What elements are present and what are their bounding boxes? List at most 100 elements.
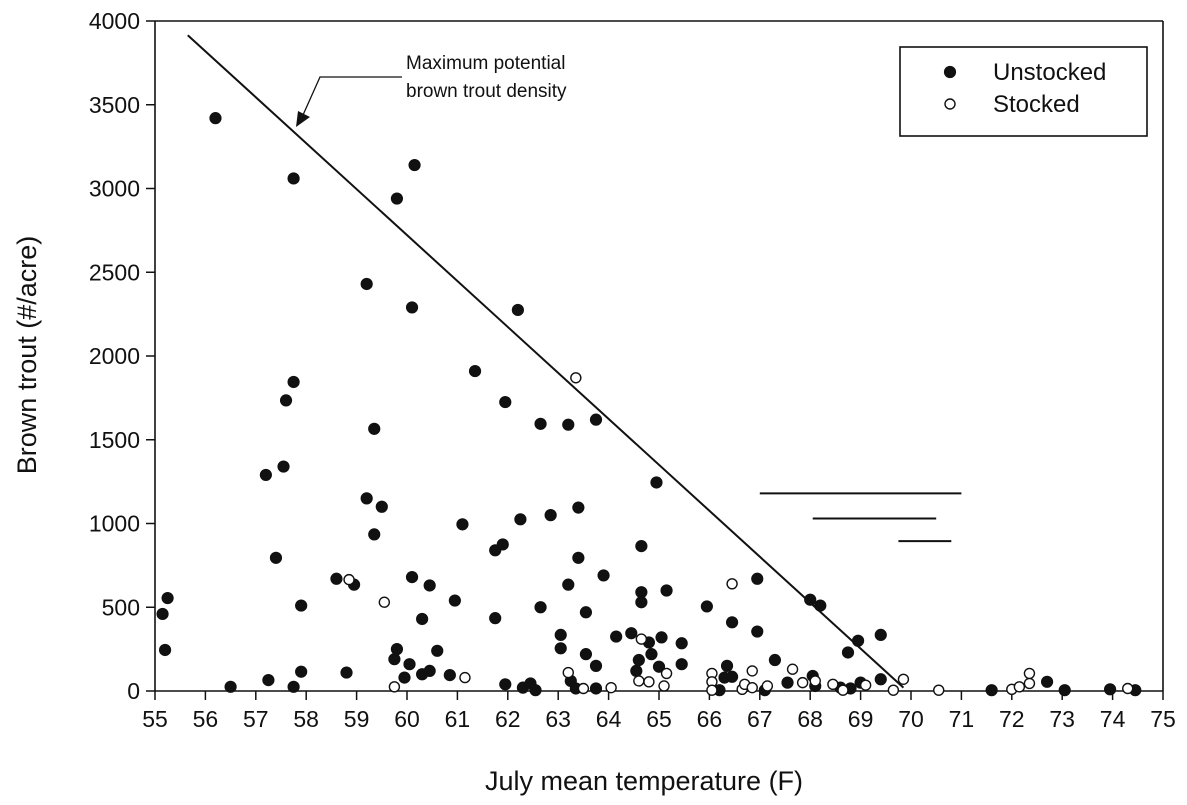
stocked-point — [643, 676, 655, 688]
stocked-point — [1013, 681, 1026, 693]
x-tick-label: 64 — [596, 706, 622, 732]
unstocked-point — [589, 659, 603, 672]
unstocked-point — [330, 572, 343, 585]
y-tick-label: 500 — [102, 594, 140, 620]
stocked-point — [796, 676, 809, 689]
unstocked-point — [1103, 683, 1117, 696]
unstocked-point — [635, 586, 648, 599]
y-tick-label: 2500 — [89, 259, 140, 285]
stocked-point — [809, 675, 821, 687]
y-axis-label: Brown trout (#/acre) — [12, 236, 42, 475]
legend-label-stocked: Stocked — [993, 91, 1080, 118]
unstocked-point — [589, 682, 603, 695]
unstocked-point — [534, 601, 547, 614]
stocked-point — [1023, 677, 1036, 690]
unstocked-point — [448, 594, 461, 607]
stocked-point — [660, 667, 673, 680]
legend-label-unstocked: Unstocked — [993, 59, 1106, 86]
max-density-line — [187, 34, 905, 689]
unstocked-point — [562, 578, 575, 591]
unstocked-point — [416, 612, 429, 626]
unstocked-point — [751, 625, 764, 638]
unstocked-point — [874, 628, 887, 641]
x-tick-label: 70 — [898, 706, 924, 732]
unstocked-point — [725, 616, 739, 629]
stocked-point — [859, 679, 872, 691]
unstocked-point — [456, 518, 469, 531]
stocked-point — [570, 372, 582, 384]
unstocked-point — [635, 596, 648, 609]
unstocked-point — [262, 674, 275, 687]
unstocked-point — [630, 664, 643, 678]
unstocked-point — [1040, 675, 1054, 688]
unstocked-point — [655, 631, 668, 644]
unstocked-point — [579, 648, 593, 661]
unstocked-point — [632, 653, 645, 667]
x-tick-label: 66 — [697, 706, 723, 732]
stocked-point — [459, 671, 471, 684]
unstocked-point — [851, 634, 865, 647]
unstocked-point — [650, 476, 663, 489]
x-tick-label: 61 — [445, 706, 471, 732]
legend: Unstocked Stocked — [899, 46, 1148, 137]
stocked-point — [726, 578, 738, 590]
unstocked-point — [499, 395, 512, 409]
stocked-point — [633, 675, 645, 687]
stocked-point — [658, 680, 670, 692]
unstocked-point — [340, 666, 353, 679]
unstocked-point — [781, 676, 794, 689]
stocked-point — [746, 665, 758, 677]
unstocked-point — [390, 192, 404, 205]
unstocked-point — [295, 599, 308, 612]
x-tick-label: 69 — [848, 706, 874, 732]
unstocked-point — [675, 658, 688, 671]
annotation-arrowhead — [296, 111, 310, 127]
stocked-point — [343, 573, 355, 586]
unstocked-point — [652, 660, 666, 673]
unstocked-point — [224, 680, 237, 693]
stocked-point — [837, 684, 849, 696]
annotation-leader-line — [302, 76, 402, 116]
unstocked-point — [511, 303, 524, 317]
unstocked-point — [408, 158, 421, 172]
stocked-point — [635, 633, 648, 645]
y-tick-label: 1500 — [89, 427, 140, 453]
unstocked-point — [496, 538, 509, 551]
unstocked-point — [1058, 684, 1071, 697]
stocked-point — [1023, 667, 1036, 680]
unstocked-point — [589, 413, 603, 426]
unstocked-point — [499, 678, 512, 691]
stocked-point — [577, 682, 590, 695]
unstocked-point — [423, 579, 436, 592]
unstocked-point — [279, 394, 293, 407]
unstocked-point — [398, 671, 411, 684]
unstocked-point — [534, 417, 547, 430]
unstocked-point — [804, 593, 817, 606]
reference-line-annotation: Maximum potential brown trout density — [406, 53, 567, 102]
reference-line-label-2: brown trout density — [406, 81, 567, 102]
x-axis-label: July mean temperature (F) — [485, 766, 803, 796]
unstocked-point — [489, 612, 502, 625]
unstocked-point — [562, 418, 575, 431]
unstocked-point — [675, 637, 688, 650]
unstocked-point — [554, 628, 567, 641]
x-tick-label: 67 — [747, 706, 773, 732]
unstocked-point — [579, 606, 593, 619]
unstocked-point — [287, 680, 300, 693]
unstocked-point — [572, 551, 585, 564]
unstocked-point — [443, 668, 456, 682]
unstocked-point — [554, 642, 567, 655]
unstocked-point — [161, 591, 174, 605]
x-tick-label: 56 — [193, 706, 219, 732]
unstocked-point — [725, 670, 739, 683]
unstocked-point — [368, 422, 381, 435]
unstocked-point — [514, 513, 527, 526]
unstocked-point — [660, 584, 673, 597]
x-tick-label: 75 — [1150, 706, 1176, 732]
unstocked-point — [625, 627, 638, 640]
stocked-point — [562, 666, 574, 679]
reference-line-group — [187, 34, 905, 689]
stocked-point — [933, 684, 945, 696]
unstocked-point — [645, 648, 658, 661]
legend-box — [899, 46, 1148, 137]
